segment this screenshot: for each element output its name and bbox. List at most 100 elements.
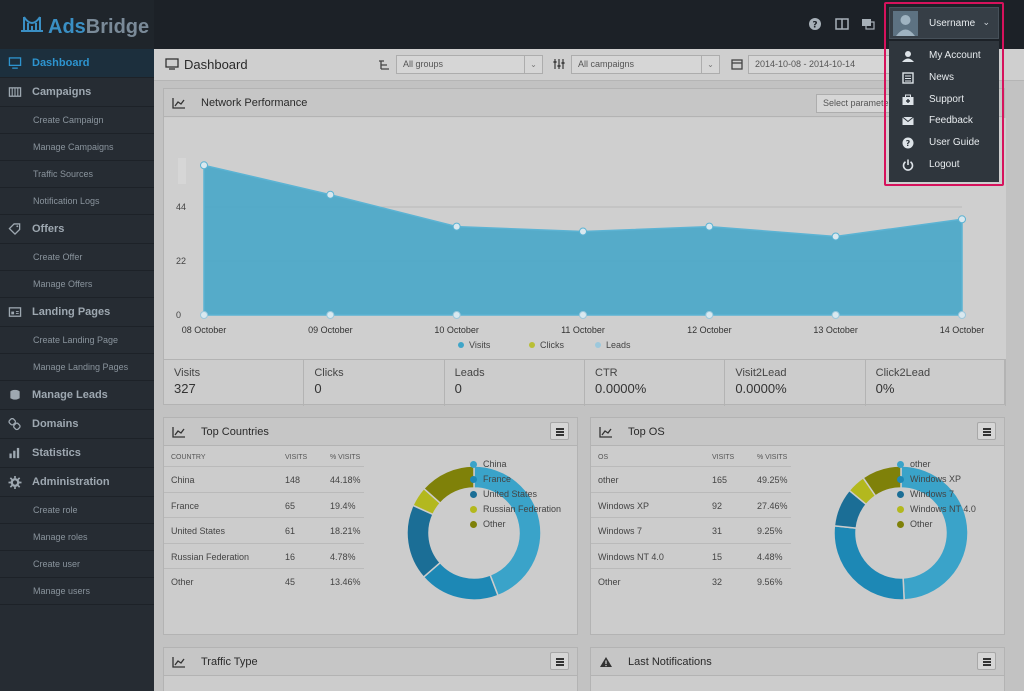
table-cell: 148 (285, 475, 301, 485)
sidebar-item-create-landing-page[interactable]: Create Landing Page (0, 327, 154, 354)
sidebar-item-campaigns[interactable]: Campaigns (0, 78, 154, 107)
chevron-down-icon: ⌄ (982, 17, 990, 27)
data-point-leads[interactable] (579, 311, 587, 319)
data-point-visits[interactable] (200, 161, 208, 170)
sidebar-item-create-campaign[interactable]: Create Campaign (0, 107, 154, 134)
panel-menu-button[interactable] (977, 652, 996, 670)
user-menu-item-user-guide[interactable]: ? User Guide (889, 132, 999, 154)
table-cell: 92 (712, 500, 723, 511)
sidebar-item-traffic-sources[interactable]: Traffic Sources (0, 161, 154, 188)
table-header[interactable]: % VISITS (757, 454, 788, 461)
table-cell: 15 (712, 551, 723, 562)
user-menu-highlight (884, 2, 1004, 186)
table-header[interactable]: VISITS (285, 454, 308, 461)
database-icon (10, 389, 20, 400)
book-icon[interactable] (835, 17, 849, 31)
table-header[interactable]: COUNTRY (171, 454, 206, 461)
sidebar-item-label: Manage Landing Pages (33, 362, 129, 372)
user-menu-toggle[interactable]: Username ⌄ (889, 7, 999, 39)
sidebar-item-domains[interactable]: Domains (0, 410, 154, 439)
sidebar-item-manage-leads[interactable]: Manage Leads (0, 381, 154, 410)
y-tick-label: 44 (176, 202, 186, 212)
data-point-visits[interactable] (326, 190, 335, 199)
sidebar-item-administration[interactable]: Administration (0, 468, 154, 497)
data-point-leads[interactable] (831, 311, 840, 319)
data-point-visits[interactable] (958, 215, 966, 224)
news-icon (902, 72, 914, 84)
stat-label: Click2Lead (875, 367, 931, 379)
date-range-picker[interactable]: 2014-10-08 - 2014-10-14 (748, 55, 898, 74)
sidebar-item-create-user[interactable]: Create user (0, 551, 154, 578)
campaigns-select[interactable]: All campaigns ⌄ (571, 55, 720, 74)
campaigns-select-value: All campaigns (578, 59, 635, 69)
table-row: Windows 7 31 9.25% (591, 517, 791, 542)
sidebar-item-create-role[interactable]: Create role (0, 497, 154, 524)
sidebar-item-statistics[interactable]: Statistics (0, 439, 154, 468)
sidebar-item-label: Create user (33, 559, 81, 569)
table-cell: France (171, 500, 200, 511)
sidebar-item-notification-logs[interactable]: Notification Logs (0, 188, 154, 215)
line-chart-icon (172, 427, 185, 438)
groups-select[interactable]: All groups ⌄ (396, 55, 543, 74)
table-row: Windows NT 4.0 15 4.48% (591, 542, 791, 568)
sidebar-item-landing-pages[interactable]: Landing Pages (0, 298, 154, 327)
sidebar-item-manage-offers[interactable]: Manage Offers (0, 271, 154, 298)
table-row: Other 45 13.46% (164, 568, 364, 593)
logo[interactable]: AdsBridge (0, 0, 154, 49)
user-menu-item-news[interactable]: News (889, 67, 999, 89)
y-tick-label: 22 (176, 256, 186, 266)
data-point-visits[interactable] (831, 232, 840, 241)
sidebar-item-dashboard[interactable]: Dashboard (0, 49, 154, 78)
table-header[interactable]: VISITS (712, 454, 735, 461)
data-point-leads[interactable] (705, 311, 714, 319)
data-point-visits[interactable] (579, 227, 587, 236)
table-row: Windows XP 92 27.46% (591, 491, 791, 517)
sidebar-item-manage-users[interactable]: Manage users (0, 578, 154, 605)
sidebar-item-offers[interactable]: Offers (0, 215, 154, 244)
legend-label: Other (910, 519, 933, 529)
table-cell: 32 (712, 577, 723, 587)
table-header[interactable]: OS (598, 454, 609, 461)
user-menu-item-logout[interactable]: Logout (889, 154, 999, 176)
chart-tooltip-edge (178, 158, 186, 184)
help-icon[interactable]: ? (808, 17, 822, 31)
panel-menu-button[interactable] (550, 422, 569, 440)
data-point-leads[interactable] (200, 311, 208, 319)
user-menu-item-label: Support (929, 93, 965, 105)
table-cell: 19.4% (330, 500, 356, 511)
chat-icon[interactable] (861, 17, 875, 31)
user-menu-item-label: Feedback (929, 115, 973, 127)
power-icon (902, 159, 914, 171)
sidebar-item-manage-campaigns[interactable]: Manage Campaigns (0, 134, 154, 161)
data-point-leads[interactable] (326, 311, 335, 319)
x-tick-label: 10 October (434, 325, 479, 335)
panel-menu-button[interactable] (977, 422, 996, 440)
data-point-leads[interactable] (958, 311, 966, 319)
user-menu-item-feedback[interactable]: Feedback (889, 110, 999, 132)
table-row: United States 61 18.21% (164, 517, 364, 542)
sidebar-item-manage-roles[interactable]: Manage roles (0, 524, 154, 551)
data-point-visits[interactable] (452, 222, 461, 231)
donut-slice-united-states[interactable] (406, 504, 442, 579)
panel-menu-button[interactable] (550, 652, 569, 670)
table-header[interactable]: % VISITS (330, 454, 361, 461)
legend-swatch (470, 461, 477, 469)
sidebar-item-create-offer[interactable]: Create Offer (0, 244, 154, 271)
sidebar-item-manage-landing-pages[interactable]: Manage Landing Pages (0, 354, 154, 381)
user-menu-item-my-account[interactable]: My Account (889, 45, 999, 67)
table-cell: 49.25% (757, 475, 788, 485)
panel-title: Network Performance (201, 97, 308, 109)
panel-header: Network Performance Select paramete (164, 89, 1004, 117)
data-point-visits[interactable] (705, 222, 714, 231)
bridge-logo-icon (21, 16, 43, 32)
data-point-leads[interactable] (452, 311, 461, 319)
stat-label: Clicks (314, 367, 344, 379)
user-menu-item-support[interactable]: Support (889, 89, 999, 111)
donut-slice-other[interactable] (900, 465, 969, 601)
stat-value: 0.0000% (735, 381, 787, 396)
donut-slice-china[interactable] (473, 465, 542, 597)
donut-slice-windows-xp[interactable] (833, 524, 905, 601)
sidebar-item-label: Offers (32, 223, 65, 235)
sidebar-item-label: Landing Pages (32, 306, 111, 318)
user-icon (902, 51, 914, 62)
